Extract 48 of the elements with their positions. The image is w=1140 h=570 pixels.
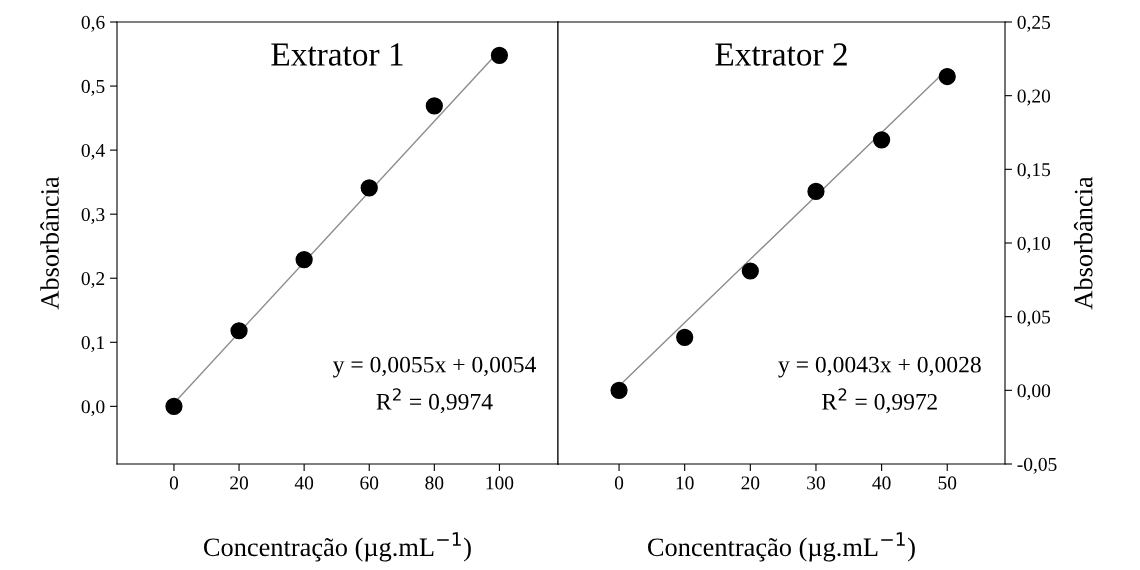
x-tick-label: 20 (741, 476, 760, 490)
y-tick-label: 0,2 (81, 272, 105, 288)
y-tick-label: 0,4 (81, 143, 105, 160)
point (676, 328, 694, 346)
x-tick-label: 80 (425, 476, 444, 490)
x-tick-label: 30 (807, 476, 825, 490)
point (230, 322, 248, 340)
x-tick-label: 20 (230, 476, 249, 490)
x-tick-label: 40 (872, 476, 891, 490)
y2-tick-label: 0,20 (1017, 89, 1051, 106)
y-tick-label: 0,0 (81, 400, 105, 417)
chart-title: Extrator 1 (271, 43, 403, 66)
annotation: y = 0,0043x + 0,0028 (778, 356, 981, 378)
y2-tick-label: 0,05 (1017, 310, 1051, 327)
x-axis-title: Concentração (µg.mL$^{−1}$) (204, 532, 471, 562)
y2-tick-label: 0,15 (1017, 163, 1051, 180)
point (741, 262, 759, 280)
x-tick-label: 60 (360, 476, 379, 490)
y2-axis-title: Absorbância (1073, 176, 1093, 310)
y2-tick-label: -0,05 (1017, 457, 1057, 474)
x-tick-label: 40 (294, 476, 314, 490)
y-axis-title: Absorbância (40, 176, 59, 310)
point (490, 46, 509, 64)
point (610, 381, 628, 399)
x-tick-label: 0 (169, 476, 179, 490)
point (872, 131, 891, 149)
point (295, 251, 313, 269)
x-tick-label: 0 (614, 476, 624, 490)
annotation: y = 0,0055x + 0,0054 (332, 356, 537, 378)
y-tick-label: 0,1 (81, 336, 105, 353)
point (165, 397, 183, 415)
point (360, 179, 378, 197)
y2-tick-label: 0,25 (1017, 15, 1051, 32)
point (425, 97, 443, 115)
point (938, 67, 956, 86)
x-tick-label: 50 (938, 476, 957, 490)
y2-tick-label: 0,00 (1017, 384, 1051, 401)
x-axis-title: Concentração (µg.mL$^{−1}$) (648, 532, 915, 562)
x-tick-label: 100 (486, 476, 514, 490)
y-tick-label: 0,5 (81, 79, 105, 96)
y-tick-label: 0,6 (81, 15, 105, 32)
x-tick-label: 10 (676, 476, 694, 490)
annotation: R$^{2}$ = 0,9974 (376, 388, 493, 414)
y-tick-label: 0,3 (81, 207, 105, 224)
point (807, 182, 825, 201)
chart-title: Extrator 2 (715, 43, 847, 66)
annotation: R$^{2}$ = 0,9972 (822, 388, 937, 414)
y2-tick-label: 0,10 (1017, 236, 1051, 253)
